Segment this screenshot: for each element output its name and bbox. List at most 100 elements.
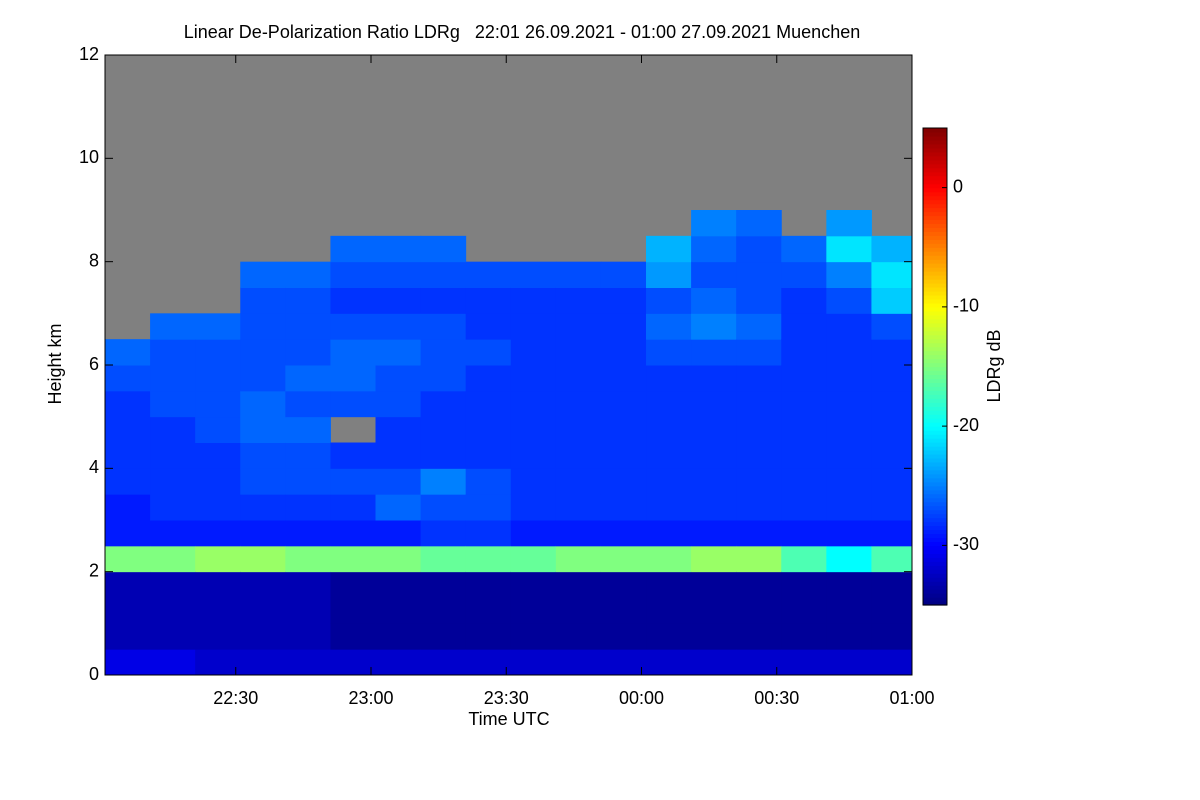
y-tick-label: 12 bbox=[79, 44, 99, 64]
heatmap-cell bbox=[105, 597, 151, 624]
x-tick-label: 23:00 bbox=[348, 688, 393, 708]
colorbar-segment bbox=[923, 294, 947, 300]
colorbar-segment bbox=[923, 358, 947, 364]
heatmap-cell bbox=[555, 313, 602, 340]
heatmap-cell bbox=[736, 339, 782, 366]
heatmap-cell bbox=[105, 623, 151, 650]
colorbar-segment bbox=[923, 370, 947, 376]
heatmap-cell bbox=[691, 649, 737, 675]
colorbar-segment bbox=[923, 318, 947, 324]
heatmap-cell bbox=[285, 597, 331, 624]
heatmap-cell bbox=[150, 545, 196, 573]
colorbar-segment bbox=[923, 342, 947, 348]
heatmap-cell bbox=[240, 416, 286, 443]
heatmap-cell bbox=[285, 365, 331, 392]
heatmap-cell bbox=[736, 313, 782, 340]
heatmap-cell bbox=[600, 442, 647, 469]
colorbar-segment bbox=[923, 199, 947, 205]
heatmap-cell bbox=[871, 287, 912, 314]
heatmap-cell bbox=[826, 520, 872, 547]
heatmap-cell bbox=[195, 390, 241, 418]
heatmap-cell bbox=[510, 649, 557, 675]
y-tick-label: 0 bbox=[89, 664, 99, 684]
heatmap-cell bbox=[781, 390, 827, 418]
heatmap-cell bbox=[420, 390, 467, 418]
colorbar-segment bbox=[923, 513, 947, 519]
heatmap-cell bbox=[240, 494, 286, 521]
heatmap-cell bbox=[195, 339, 241, 366]
heatmap-cell bbox=[105, 468, 151, 495]
heatmap-cell bbox=[826, 468, 872, 495]
heatmap-cell bbox=[826, 597, 872, 624]
heatmap-cell bbox=[150, 365, 196, 392]
colorbar-segment bbox=[923, 378, 947, 383]
colorbar-segment bbox=[923, 322, 947, 328]
heatmap-cell bbox=[781, 597, 827, 624]
colorbar-segment bbox=[923, 585, 947, 590]
colorbar-segment bbox=[923, 553, 947, 558]
heatmap-cell bbox=[826, 623, 872, 650]
heatmap-cell bbox=[736, 649, 782, 675]
heatmap-cell bbox=[691, 416, 737, 443]
heatmap-cell bbox=[871, 623, 912, 650]
heatmap-cell bbox=[871, 494, 912, 521]
heatmap-cell bbox=[646, 442, 692, 469]
heatmap-cell bbox=[285, 313, 331, 340]
colorbar-segment bbox=[923, 493, 947, 499]
heatmap-cell bbox=[871, 313, 912, 340]
colorbar-segment bbox=[923, 243, 947, 248]
colorbar-segment bbox=[923, 390, 947, 395]
colorbar-segment bbox=[923, 223, 947, 228]
heatmap-cell bbox=[420, 365, 467, 392]
heatmap-cell bbox=[285, 339, 331, 366]
heatmap-cell bbox=[691, 494, 737, 521]
heatmap-cell bbox=[871, 468, 912, 495]
heatmap-cell bbox=[105, 571, 151, 598]
heatmap-cell bbox=[465, 494, 512, 521]
colorbar-segment bbox=[923, 366, 947, 372]
colorbar-segment bbox=[923, 326, 947, 332]
colorbar-segment bbox=[923, 529, 947, 535]
heatmap-cell bbox=[646, 520, 692, 547]
heatmap-cell bbox=[195, 623, 241, 650]
heatmap-cell bbox=[871, 442, 912, 469]
heatmap-cell bbox=[465, 468, 512, 495]
heatmap-cell bbox=[691, 287, 737, 314]
heatmap-cell bbox=[691, 339, 737, 366]
heatmap-cell bbox=[420, 339, 467, 366]
heatmap-cell bbox=[555, 365, 602, 392]
heatmap-cell bbox=[646, 649, 692, 675]
heatmap-cell bbox=[105, 649, 151, 675]
colorbar-segment bbox=[923, 537, 947, 542]
colorbar-segment bbox=[923, 310, 947, 316]
colorbar-segment bbox=[923, 565, 947, 570]
x-tick-label: 22:30 bbox=[213, 688, 258, 708]
heatmap-cell bbox=[330, 545, 377, 573]
heatmap-cell bbox=[285, 287, 331, 314]
heatmap-cell bbox=[826, 235, 872, 263]
heatmap-cell bbox=[691, 597, 737, 624]
colorbar-segment bbox=[923, 549, 947, 554]
colorbar-segment bbox=[923, 271, 947, 276]
heatmap-cell bbox=[195, 442, 241, 469]
heatmap-cell bbox=[510, 623, 557, 650]
heatmap-cell bbox=[555, 597, 602, 624]
heatmap-cell bbox=[600, 313, 647, 340]
heatmap-cell bbox=[826, 287, 872, 314]
heatmap-cell bbox=[150, 416, 196, 443]
colorbar-segment bbox=[923, 545, 947, 550]
heatmap-cell bbox=[375, 545, 422, 573]
heatmap-cell bbox=[781, 623, 827, 650]
colorbar-segment bbox=[923, 422, 947, 427]
heatmap-cell bbox=[871, 649, 912, 675]
heatmap-cell bbox=[150, 571, 196, 598]
colorbar-segment bbox=[923, 131, 947, 137]
heatmap-cell bbox=[691, 235, 737, 263]
colorbar-segment bbox=[923, 505, 947, 511]
heatmap-cell bbox=[826, 339, 872, 366]
colorbar-segment bbox=[923, 306, 947, 312]
heatmap-cell bbox=[150, 623, 196, 650]
heatmap-cell bbox=[600, 494, 647, 521]
colorbar-segment bbox=[923, 394, 947, 399]
